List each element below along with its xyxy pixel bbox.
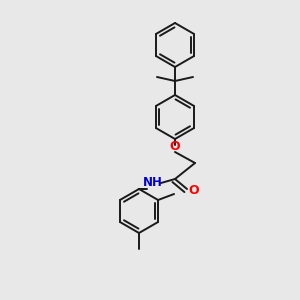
Text: NH: NH bbox=[143, 176, 163, 188]
Text: O: O bbox=[189, 184, 199, 197]
Text: O: O bbox=[170, 140, 180, 154]
